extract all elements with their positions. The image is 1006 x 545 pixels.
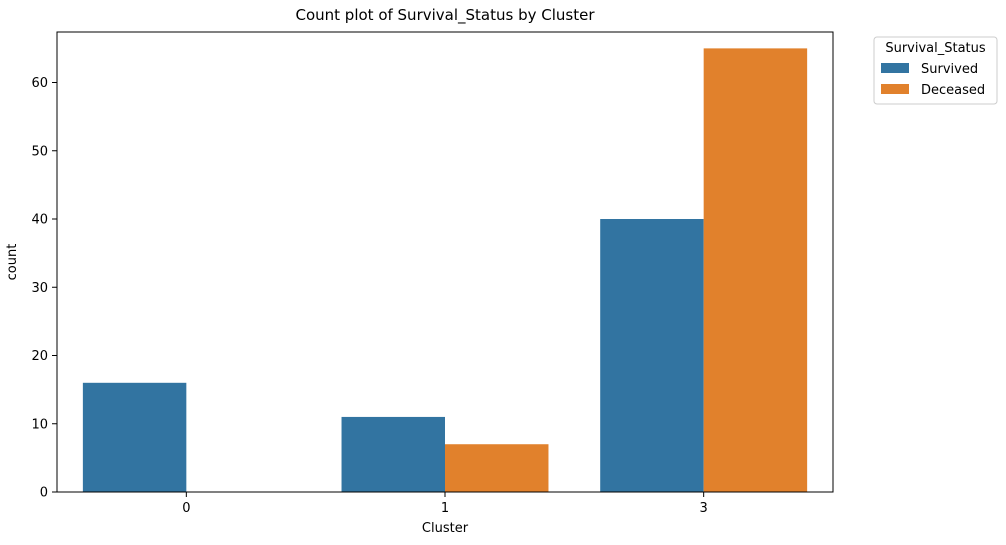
bar-survived-0 [82,382,187,492]
bar-deceased-3 [703,48,808,492]
y-axis-label: count [5,244,20,281]
y-tick-label: 20 [31,349,48,364]
x-axis: 0 1 3 [182,492,708,516]
y-tick-label: 50 [31,144,48,159]
x-axis-label: Cluster [422,521,469,536]
bar-survived-1 [341,416,445,492]
chart-title: Count plot of Survival_Status by Cluster [295,6,595,25]
legend-label-survived: Survived [921,62,978,77]
y-axis: 0 10 20 30 40 50 60 [31,76,57,501]
y-tick-label: 10 [31,417,48,432]
bar-survived-3 [600,219,704,492]
legend-title: Survival_Status [885,41,986,56]
x-tick-label: 3 [700,501,708,516]
y-tick-label: 0 [40,486,48,501]
legend-swatch-survived [881,63,909,73]
y-tick-label: 40 [31,213,48,228]
legend-items: Survived Deceased [881,62,985,98]
legend: Survival_Status Survived Deceased [873,36,998,105]
legend-label-deceased: Deceased [921,83,985,98]
legend-swatch-deceased [881,84,909,94]
bars-group [82,48,808,492]
y-tick-label: 60 [31,76,48,91]
x-tick-label: 1 [441,501,449,516]
bar-deceased-1 [445,444,549,492]
x-tick-label: 0 [182,501,190,516]
y-tick-label: 30 [31,281,48,296]
